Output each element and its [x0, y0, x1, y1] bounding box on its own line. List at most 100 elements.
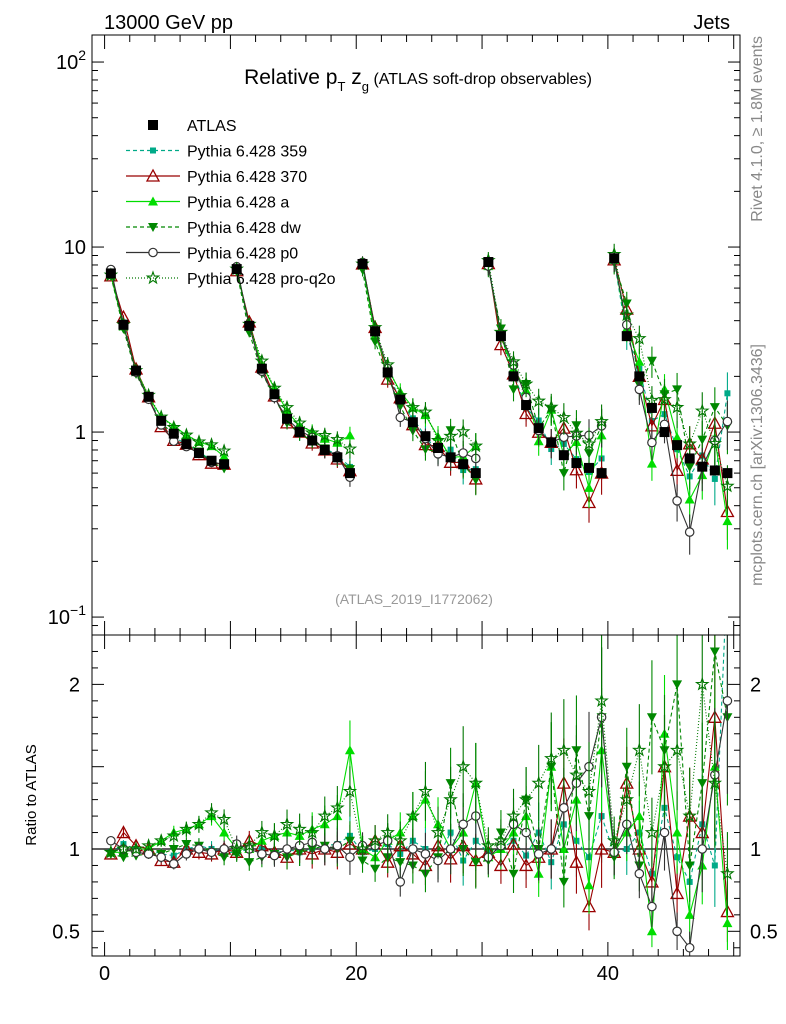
atlas-point [433, 443, 444, 454]
ratio-axes: 2 2 1 1 0.5 0.5 [52, 650, 778, 949]
series-main-4 [106, 249, 733, 555]
series-ratio-4 [106, 635, 733, 956]
analysis-tag: (ATLAS_2019_I1772062) [335, 591, 493, 607]
main-plot [103, 243, 735, 555]
atlas-point [546, 437, 557, 448]
ratio-point [672, 827, 683, 837]
legend-entry: Pythia 6.428 pro-q2o [126, 270, 336, 288]
ratio-point [644, 824, 660, 839]
ratio-point [594, 841, 609, 855]
main-point [669, 399, 685, 414]
main-point [684, 462, 695, 472]
main-point [647, 437, 657, 448]
ratio-point [508, 869, 519, 879]
series-ratio-5 [103, 635, 735, 916]
legend-label: Pythia 6.428 359 [187, 144, 307, 161]
main-point [508, 385, 519, 395]
legend-label: ATLAS [187, 118, 237, 135]
atlas-point [282, 413, 293, 424]
main-point [569, 425, 584, 440]
ratio-frame [91, 634, 741, 957]
atlas-point [206, 455, 217, 466]
ratio-point [332, 840, 343, 851]
atlas-point [357, 258, 368, 269]
ratio-ylabel: Ratio to ATLAS [23, 744, 40, 845]
atlas-point [609, 253, 620, 264]
ratio-point [156, 852, 167, 863]
ratio-point [269, 850, 280, 861]
legend-marker [148, 247, 158, 258]
main-point [430, 432, 446, 447]
atlas-point [118, 319, 129, 330]
ratio-point [657, 758, 672, 773]
main-ytick-label: 10−1 [48, 602, 86, 629]
atlas-point [193, 448, 204, 459]
legend-marker [145, 270, 161, 285]
main-point [292, 415, 307, 430]
ratio-point [606, 833, 622, 847]
ratio-point [584, 880, 595, 890]
ratio-point [634, 868, 645, 879]
main-point [556, 409, 572, 424]
legend-label: Pythia 6.428 370 [187, 169, 307, 186]
main-point [646, 356, 657, 366]
main-point [179, 427, 194, 442]
main-point [684, 527, 695, 537]
ratio-point [345, 852, 355, 863]
atlas-point [131, 365, 142, 376]
ratio-point [219, 853, 230, 863]
main-ytick-label: 1 [75, 422, 86, 444]
ratio-point [191, 816, 207, 831]
main-point [581, 436, 597, 451]
ratio-point [116, 825, 131, 839]
ratio-point [118, 853, 129, 863]
atlas-point [231, 264, 242, 275]
main-point [720, 478, 735, 493]
ratio-point [684, 861, 695, 871]
ratio-point [405, 808, 421, 823]
main-point [330, 431, 345, 446]
atlas-point [344, 468, 355, 479]
legend-entry: Pythia 6.428 a [126, 195, 289, 212]
xtick-label: 40 [597, 963, 619, 985]
ratio-point [711, 862, 718, 869]
ratio-point [342, 783, 358, 798]
legend-label: Pythia 6.428 dw [187, 220, 301, 237]
ratio-point [647, 901, 657, 912]
ratio-point [418, 783, 433, 798]
ratio-point [420, 849, 431, 859]
header-left: 13000 GeV pp [104, 12, 233, 34]
main-point [672, 432, 683, 442]
main-point [684, 494, 695, 504]
ratio-point [267, 828, 282, 843]
ratio-point [594, 693, 609, 708]
series-ratio-2 [105, 675, 733, 951]
atlas-point [684, 453, 695, 464]
main-point [707, 435, 723, 450]
ratio-point [558, 877, 569, 887]
mcplots-label: mcplots.cern.ch [arXiv:1306.3436] [749, 344, 766, 586]
ratio-point [168, 859, 179, 869]
ratio-point [468, 775, 484, 790]
main-point [584, 482, 595, 492]
ratio-ytick-label-right: 1 [750, 839, 761, 861]
ratio-point [569, 767, 584, 782]
ratio-point [304, 824, 320, 839]
ratio-point [672, 680, 683, 690]
legend-marker [148, 196, 158, 206]
ratio-point [722, 918, 733, 928]
atlas-point [521, 400, 532, 411]
ratio-ytick-label-right: 2 [750, 674, 761, 696]
atlas-point [558, 450, 569, 461]
main-point [342, 441, 358, 456]
legend: ATLAS Pythia 6.428 359 Pythia 6.428 370 Pyt… [126, 118, 336, 288]
ratio-point [330, 800, 345, 815]
ratio-point [556, 742, 572, 757]
atlas-point [470, 468, 481, 479]
atlas-point [659, 427, 670, 438]
x-axis: 0 20 40 [99, 35, 735, 985]
atlas-point [445, 452, 456, 463]
ratio-point [254, 824, 270, 839]
ratio-point [206, 847, 217, 858]
ratio-point [370, 864, 381, 874]
